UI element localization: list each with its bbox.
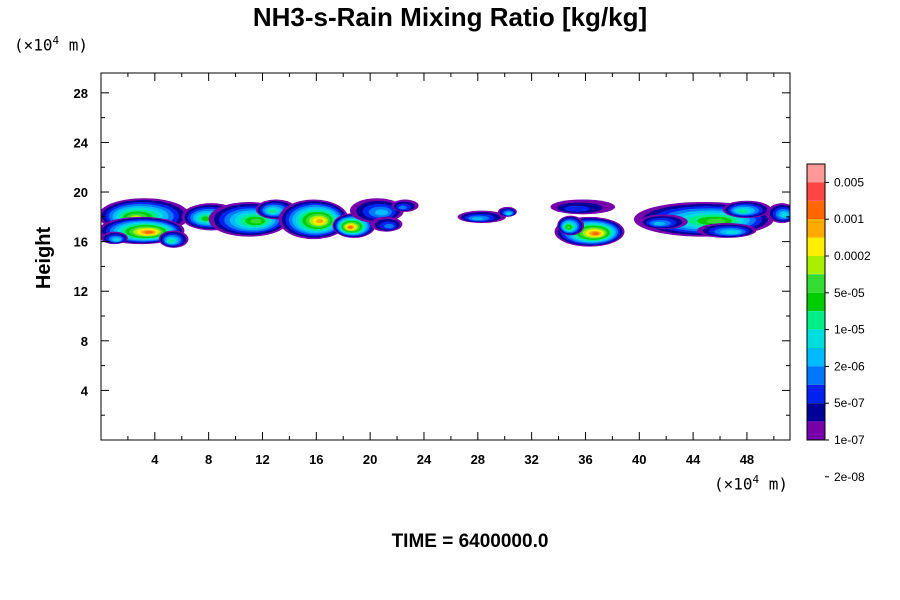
colorbar-label: 5e-05	[834, 286, 865, 300]
colorbar-swatch	[807, 200, 825, 220]
colorbar-swatch	[807, 311, 825, 330]
contour-blob	[268, 209, 277, 214]
y-unit-label: (×104 m)	[14, 34, 89, 55]
x-tick-label: 32	[524, 452, 538, 467]
colorbar-label: 2e-08	[834, 470, 865, 484]
colorbar-swatch	[807, 164, 825, 183]
contour-field	[101, 198, 790, 248]
contour-blob	[348, 226, 353, 229]
x-tick-label: 36	[578, 452, 592, 467]
x-tick-label: 28	[471, 452, 485, 467]
x-tick-label: 48	[740, 452, 754, 467]
contour-blob	[738, 209, 748, 213]
contour-blob	[592, 232, 600, 236]
y-tick-label: 28	[74, 86, 88, 101]
x-tick-label: 16	[309, 452, 323, 467]
y-tick-label: 20	[74, 185, 88, 200]
x-tick-label: 8	[205, 452, 212, 467]
contour-blob	[507, 212, 511, 215]
colorbar-label: 0.005	[834, 175, 864, 189]
x-tick-label: 4	[151, 452, 159, 467]
colorbar-swatch	[807, 237, 825, 256]
contour-blob	[706, 218, 726, 224]
colorbar-swatch	[807, 329, 825, 348]
contour-blob	[168, 239, 174, 243]
contour-blob	[316, 219, 324, 224]
y-tick-label: 4	[81, 383, 89, 398]
colorbar-swatch	[807, 219, 825, 238]
colorbar: 0.005 0.001 0.0002 5e-05 1e-05 2e-06 5e-07 1e-0…	[806, 163, 871, 484]
colorbar-swatch	[807, 292, 825, 312]
contour-blob	[566, 225, 571, 229]
x-tick-label: 44	[686, 452, 701, 467]
contour-blob	[781, 212, 788, 218]
colorbar-swatch	[807, 182, 825, 201]
contour-blob	[250, 218, 262, 224]
y-axis-label: Height	[33, 227, 55, 290]
colorbar-swatch	[807, 403, 825, 422]
contour-blob	[201, 216, 211, 221]
colorbar-swatch	[807, 256, 825, 275]
colorbar-swatch	[807, 384, 825, 404]
colorbar-label: 5e-07	[834, 396, 865, 410]
colorbar-frame	[806, 163, 826, 441]
chart-title: NH3-s-Rain Mixing Ratio [kg/kg]	[252, 2, 648, 32]
x-tick-label: 12	[255, 452, 269, 467]
time-label: TIME = 6400000.0	[391, 531, 549, 552]
contour-blob	[114, 238, 120, 242]
contour-blob	[471, 217, 484, 221]
contour-blob	[384, 223, 394, 229]
colorbar-swatch	[807, 366, 825, 385]
y-tick-label: 24	[74, 135, 89, 150]
y-tick-label: 12	[74, 284, 88, 299]
colorbar-label: 0.0002	[834, 249, 871, 263]
contour-blob	[653, 221, 666, 226]
plot-frame	[100, 72, 791, 441]
contour-blob	[374, 209, 389, 216]
colorbar-label: 1e-07	[834, 433, 865, 447]
colorbar-label: 1e-05	[834, 323, 865, 337]
contour-blob	[564, 205, 590, 212]
colorbar-label: 2e-06	[834, 359, 865, 373]
x-tick-label: 24	[417, 452, 432, 467]
contour-blob	[144, 230, 154, 234]
y-tick-label: 16	[74, 235, 88, 250]
colorbar-swatch	[807, 348, 825, 367]
x-tick-label: 20	[363, 452, 377, 467]
colorbar-label: 0.001	[834, 212, 864, 226]
x-tick-label: 40	[632, 452, 646, 467]
colorbar-swatch	[807, 274, 825, 293]
x-unit-label: (×104 m)	[714, 473, 789, 494]
contour-blob	[725, 230, 739, 234]
contour-blob	[398, 205, 407, 210]
y-tick-label: 8	[81, 334, 88, 349]
colorbar-swatch	[807, 421, 825, 440]
